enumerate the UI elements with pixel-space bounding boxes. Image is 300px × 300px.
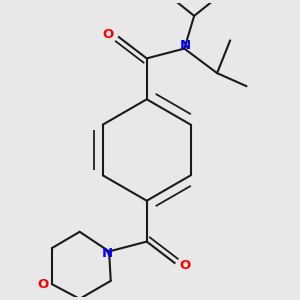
Text: N: N: [102, 247, 113, 260]
Text: O: O: [37, 278, 48, 291]
Text: O: O: [179, 259, 191, 272]
Text: N: N: [180, 40, 191, 52]
Text: O: O: [103, 28, 114, 41]
